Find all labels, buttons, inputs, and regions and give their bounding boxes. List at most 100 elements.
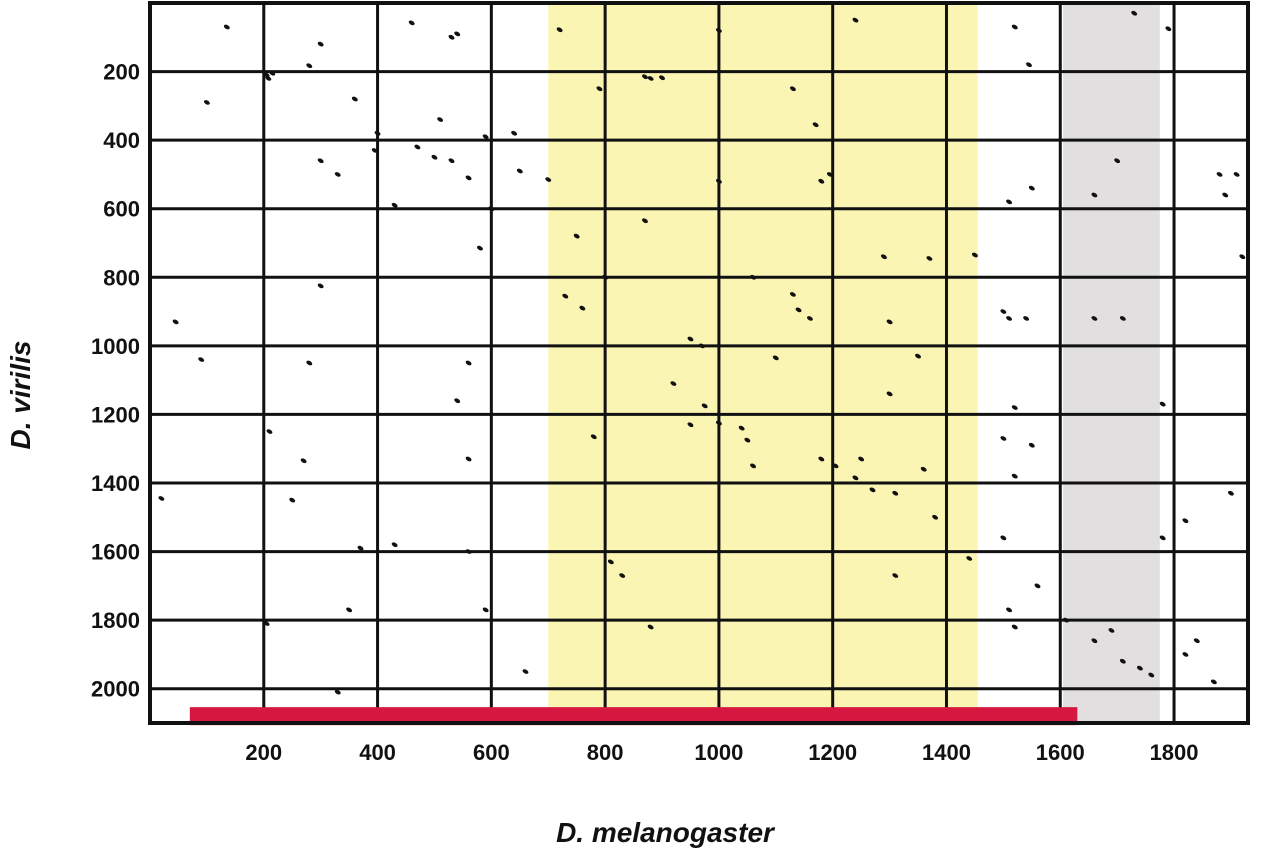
data-point (1193, 638, 1200, 644)
data-point (659, 75, 665, 81)
data-point (408, 20, 415, 26)
data-point (932, 514, 939, 520)
data-point (300, 458, 307, 464)
data-point (602, 274, 609, 280)
y-tick-label: 1600 (91, 540, 140, 565)
y-tick-label: 1000 (91, 334, 140, 359)
data-point (750, 463, 756, 469)
data-point (1091, 316, 1098, 321)
data-point (465, 456, 472, 462)
data-point (488, 206, 495, 212)
data-point (1182, 518, 1189, 524)
data-point (826, 172, 833, 177)
data-point (1114, 158, 1121, 164)
data-points (158, 10, 1246, 695)
highlight-band-1 (548, 3, 978, 723)
data-point (1011, 405, 1018, 410)
x-tick-label: 1600 (1036, 740, 1085, 765)
data-point (806, 316, 813, 321)
data-point (482, 134, 489, 140)
data-point (556, 27, 563, 33)
data-point (265, 76, 272, 81)
y-tick-label: 1400 (91, 471, 140, 496)
data-point (596, 86, 603, 92)
data-point (357, 545, 364, 551)
data-point (269, 70, 276, 76)
data-point (317, 41, 324, 47)
data-point (892, 573, 899, 578)
data-point (454, 31, 461, 37)
data-point (1006, 199, 1013, 205)
data-point (203, 100, 210, 105)
data-point (448, 34, 455, 40)
data-point (1216, 172, 1223, 177)
data-point (522, 669, 529, 674)
data-point (454, 398, 461, 404)
data-point (1136, 665, 1143, 671)
data-point (1091, 192, 1098, 198)
data-point (317, 158, 324, 164)
highlight-bands (548, 3, 1160, 723)
data-point (647, 76, 654, 81)
data-point (795, 307, 802, 313)
data-point (772, 355, 779, 361)
data-point (971, 252, 978, 258)
y-axis-title: D. virilis (5, 341, 36, 450)
data-point (1222, 192, 1229, 198)
data-point (915, 353, 921, 359)
x-tick-label: 1800 (1150, 740, 1199, 765)
data-point (1119, 316, 1126, 321)
data-point (198, 357, 205, 362)
data-point (374, 130, 381, 136)
data-point (1119, 658, 1126, 664)
data-point (477, 245, 483, 251)
data-point (391, 202, 398, 208)
data-point (334, 172, 341, 177)
data-point (391, 542, 398, 548)
data-point (317, 283, 324, 289)
data-point (1000, 535, 1007, 541)
data-point (482, 607, 489, 613)
data-point (573, 233, 580, 239)
y-tick-label: 800 (103, 265, 140, 290)
data-point (812, 122, 819, 128)
data-point (607, 559, 614, 565)
highlight-band-2 (1063, 3, 1160, 723)
data-point (1159, 401, 1166, 407)
data-point (715, 420, 722, 426)
y-tick-label: 600 (103, 197, 140, 222)
data-point (886, 391, 893, 397)
data-point (465, 175, 472, 181)
y-tick-label: 1200 (91, 402, 140, 427)
data-point (334, 689, 341, 695)
data-point (1000, 436, 1007, 441)
data-point (1131, 10, 1138, 16)
data-point (701, 403, 708, 409)
data-point (1023, 316, 1030, 321)
x-tick-label: 1000 (694, 740, 743, 765)
data-point (351, 96, 358, 102)
data-point (346, 607, 353, 613)
data-point (511, 130, 518, 136)
data-point (1000, 309, 1007, 314)
data-point (1239, 254, 1246, 260)
data-point (744, 437, 751, 443)
data-point (437, 117, 444, 122)
data-point (1165, 26, 1172, 32)
data-point (465, 549, 472, 554)
x-tick-label: 1400 (922, 740, 971, 765)
data-point (1026, 62, 1032, 68)
data-point (1006, 607, 1013, 613)
data-point (579, 305, 586, 311)
data-point (1227, 490, 1234, 496)
data-point (562, 293, 569, 299)
x-tick-label: 200 (245, 740, 282, 765)
grid-lines (150, 3, 1248, 723)
data-point (698, 343, 705, 349)
data-point (1028, 442, 1035, 448)
data-point (647, 624, 654, 630)
x-tick-label: 1200 (808, 740, 857, 765)
x-tick-label: 400 (359, 740, 396, 765)
x-tick-label: 800 (587, 740, 624, 765)
data-point (687, 336, 694, 342)
